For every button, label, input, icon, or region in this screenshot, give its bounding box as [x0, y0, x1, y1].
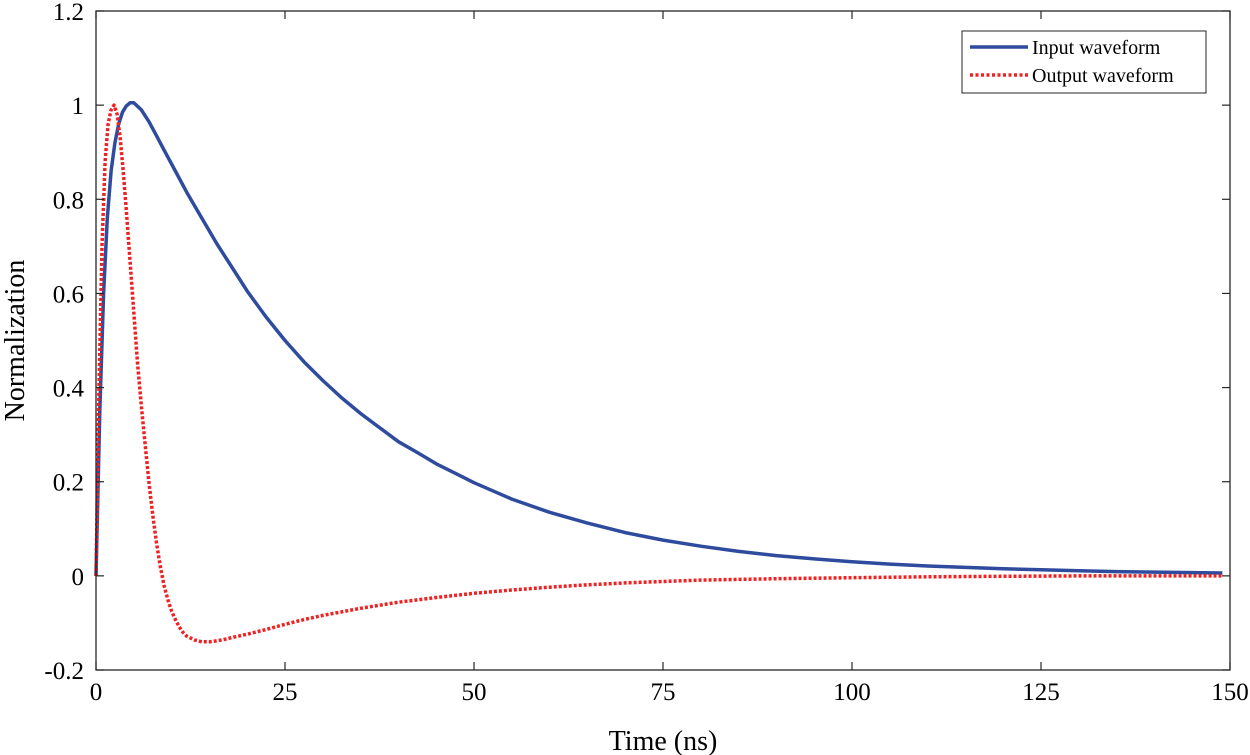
x-axis-title: Time (ns) — [609, 726, 718, 755]
axis-ticks: 0 25 50 75 100 125 150-0.200.20.40.60.811.2 — [44, 0, 1248, 706]
legend-label-input-waveform: Input waveform — [1032, 37, 1161, 59]
x-tick-label: 25 — [273, 679, 298, 706]
x-tick-label: 0 — [90, 679, 103, 706]
y-tick-label: 1 — [72, 93, 85, 120]
y-tick-label: 0 — [72, 564, 85, 591]
y-tick-label: 0.4 — [53, 376, 85, 403]
legend-box — [961, 30, 1207, 94]
y-tick-label: 1.2 — [53, 0, 84, 26]
y-tick-label: 0.6 — [53, 281, 84, 308]
series-line-output-waveform — [94, 103, 1223, 644]
legend: Input waveform Output waveform — [961, 30, 1207, 94]
y-tick-label: 0.8 — [53, 187, 84, 214]
legend-label-output-waveform: Output waveform — [1032, 65, 1174, 87]
plot-area — [94, 101, 1223, 644]
x-tick-label: 75 — [651, 679, 676, 706]
x-tick-label: 125 — [1022, 679, 1060, 706]
x-tick-label: 100 — [833, 679, 871, 706]
series-line-input-waveform — [94, 101, 1223, 576]
x-tick-label: 150 — [1211, 679, 1249, 706]
y-tick-label: -0.2 — [44, 658, 84, 685]
y-tick-label: 0.2 — [53, 470, 84, 497]
y-axis-title: Normalization — [0, 260, 31, 422]
x-tick-label: 50 — [462, 679, 487, 706]
